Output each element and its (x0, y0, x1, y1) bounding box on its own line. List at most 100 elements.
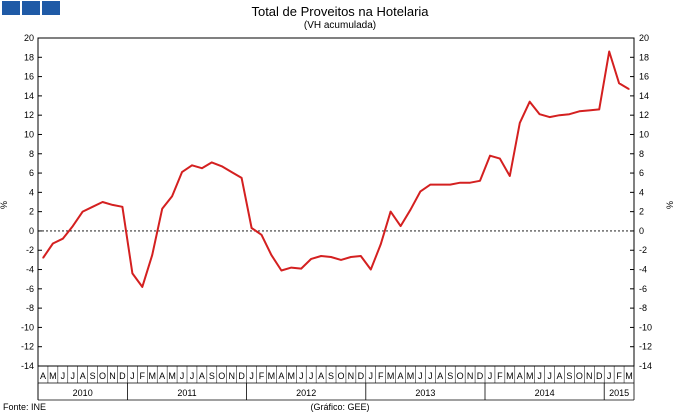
month-label: S (209, 371, 215, 381)
data-point (310, 258, 312, 260)
data-point (548, 116, 551, 118)
y-tick-label-left: 12 (24, 110, 34, 120)
y-tick-label-left: -12 (21, 342, 34, 352)
y-tick-label-left: -10 (21, 322, 34, 332)
year-label: 2011 (177, 388, 196, 398)
y-tick-label-right: -2 (639, 245, 647, 255)
month-label: M (526, 371, 534, 381)
month-label: S (328, 371, 334, 381)
month-label: A (159, 371, 165, 381)
month-label: A (199, 371, 205, 381)
data-point (489, 155, 491, 157)
data-point (588, 109, 590, 111)
month-label: N (348, 371, 355, 381)
y-tick-label-right: -12 (639, 342, 652, 352)
data-point (52, 242, 54, 245)
data-point (390, 211, 392, 213)
month-label: N (109, 371, 116, 381)
month-label: M (288, 371, 296, 381)
data-point (618, 82, 620, 84)
data-point (340, 259, 342, 261)
y-tick-label-right: 14 (639, 91, 649, 101)
y-tick-label-right: 8 (639, 149, 644, 159)
month-label: J (488, 371, 493, 381)
data-point (211, 161, 213, 164)
y-tick-label-left: 0 (29, 226, 34, 236)
data-point (419, 190, 422, 192)
month-label: M (407, 371, 415, 381)
y-tick-label-left: 2 (29, 207, 34, 217)
month-label: J (180, 371, 185, 381)
data-point (181, 171, 183, 173)
month-label: F (497, 371, 503, 381)
data-point (350, 256, 352, 258)
data-point (370, 268, 372, 271)
data-point (439, 184, 441, 186)
year-label: 2012 (296, 388, 316, 398)
data-point (459, 182, 461, 184)
month-label: J (130, 371, 135, 381)
month-label: J (607, 371, 612, 381)
month-label: M (625, 371, 633, 381)
month-label: F (140, 371, 146, 381)
y-tick-label-right: 10 (639, 129, 649, 139)
data-point (260, 234, 263, 236)
y-tick-label-right: 20 (639, 33, 649, 43)
month-label: J (61, 371, 66, 381)
data-point (161, 208, 163, 210)
data-point (290, 267, 292, 269)
data-point (171, 195, 173, 197)
month-label: M (506, 371, 514, 381)
data-point (141, 286, 143, 288)
chart-subtitle: (VH acumulada) (303, 20, 377, 31)
year-label: 2015 (609, 388, 629, 398)
month-label: N (228, 371, 235, 381)
year-label: 2010 (73, 388, 93, 398)
month-label: A (437, 371, 443, 381)
data-point (280, 269, 282, 272)
data-point (330, 256, 332, 258)
month-label: J (418, 371, 423, 381)
y-tick-label-left: -2 (26, 245, 34, 255)
month-label: O (218, 371, 225, 381)
month-label: N (467, 371, 474, 381)
month-label: D (238, 371, 245, 381)
y-tick-label-right: 6 (639, 168, 644, 178)
data-point (241, 177, 243, 179)
logo-block-1 (2, 1, 20, 15)
data-point (469, 182, 471, 184)
year-label: 2013 (415, 388, 435, 398)
y-tick-label-left: 14 (24, 91, 34, 101)
data-point (409, 209, 412, 211)
data-point (191, 164, 193, 166)
data-point (320, 255, 322, 257)
logo-block-3 (42, 1, 60, 15)
month-label: S (447, 371, 453, 381)
month-label: D (596, 371, 603, 381)
month-label: D (358, 371, 365, 381)
month-label: J (537, 371, 542, 381)
month-label: M (387, 371, 395, 381)
month-label: A (398, 371, 404, 381)
data-point (360, 255, 362, 257)
month-label: J (309, 371, 314, 381)
y-tick-label-right: 18 (639, 52, 649, 62)
data-point (92, 206, 94, 208)
month-label: A (80, 371, 86, 381)
y-tick-label-right: 2 (639, 207, 644, 217)
logo (2, 1, 60, 15)
y-tick-label-left: -6 (26, 284, 34, 294)
series-line (42, 50, 630, 288)
month-label: F (259, 371, 265, 381)
y-tick-label-left: 18 (24, 52, 34, 62)
data-point (300, 267, 302, 270)
data-point (558, 114, 561, 116)
month-label: S (566, 371, 572, 381)
credit-note: (Gráfico: GEE) (310, 402, 370, 412)
data-point (499, 157, 501, 160)
source-note: Fonte: INE (3, 402, 47, 412)
month-label: A (556, 371, 562, 381)
data-point (568, 113, 571, 115)
month-label: O (576, 371, 583, 381)
y-tick-label-right: 16 (639, 72, 649, 82)
